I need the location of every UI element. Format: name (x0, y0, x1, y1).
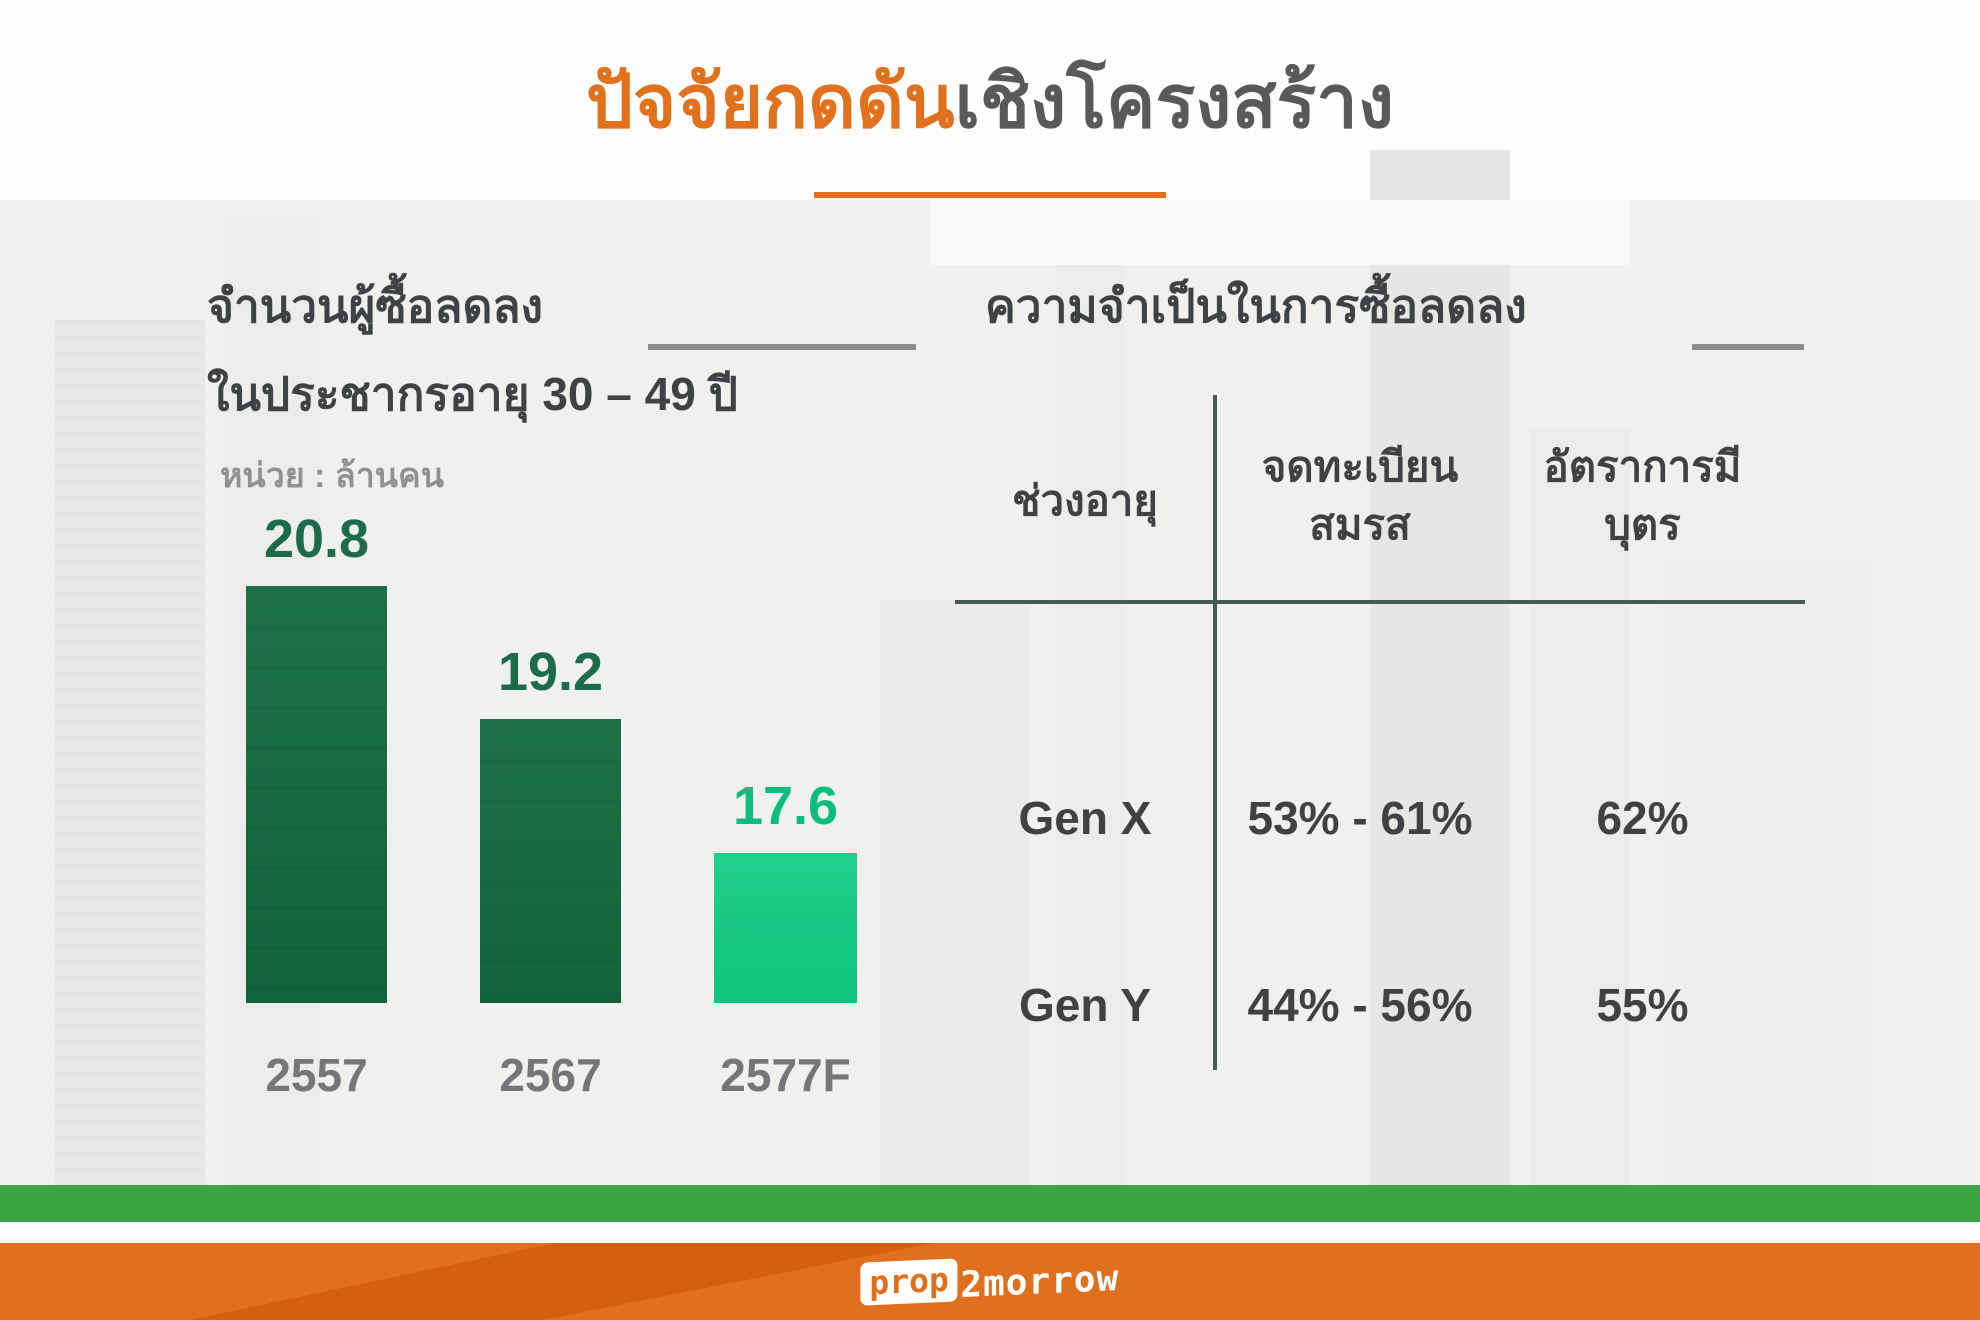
left-chart-title-line2: ในประชากรอายุ 30 – 49 ปี (207, 368, 738, 420)
right-table-title: ความจำเป็นในการซื้อลดลง (985, 280, 1527, 332)
building-decor (1530, 430, 1630, 1185)
left-chart-title: จำนวนผู้ซื้อลดลง ในประชากรอายุ 30 – 49 ป… (207, 262, 738, 438)
logo-prop-badge: prop (860, 1257, 958, 1306)
page-title: ปัจจัยกดดันเชิงโครงสร้าง (0, 42, 1980, 160)
table-cell-genx: Gen X (1018, 792, 1152, 844)
table-header-marriage-line2: สมรส (1309, 501, 1411, 548)
table-header-marriage-line1: จดทะเบียน (1261, 443, 1459, 490)
table-header-age: ช่วงอายุ (1011, 477, 1158, 524)
bar-column-2567: 19.2 (480, 403, 621, 1003)
bar-2567 (480, 719, 621, 1003)
logo-2morrow-text: 2morrow (960, 1257, 1120, 1306)
building-decor (1055, 225, 1125, 1185)
left-chart-title-line1: จำนวนผู้ซื้อลดลง (207, 280, 544, 332)
table-cell-genx-birth: 62% (1596, 792, 1689, 844)
x-axis-label: 2567 (499, 1049, 602, 1101)
x-axis-label: 2557 (265, 1049, 368, 1101)
footer-bar: prop 2morrow (0, 1243, 1980, 1320)
x-axis-label: 2577F (720, 1049, 851, 1101)
right-title-rule (1692, 344, 1804, 350)
table-header-birthrate-line1: อัตราการมี (1543, 443, 1742, 490)
table-header-marriage: จดทะเบียน สมรส (1225, 438, 1495, 554)
title-underline (814, 192, 1166, 198)
table-cell-geny: Gen Y (1018, 979, 1152, 1031)
page-title-highlight: ปัจจัยกดดัน (586, 60, 955, 143)
prop2morrow-logo: prop 2morrow (860, 1257, 1120, 1306)
bar-2557 (246, 586, 387, 1003)
footer-green-stripe (0, 1185, 1980, 1222)
building-decor (1370, 150, 1510, 1185)
building-decor (880, 600, 1030, 1185)
table-header-birthrate: อัตราการมี บุตร (1505, 438, 1780, 554)
unit-label: หน่วย : ล้านคน (220, 457, 445, 495)
bar-column-2557: 20.8 (246, 403, 387, 1003)
bar-value-label: 19.2 (497, 642, 604, 702)
table-cell-genx-marriage: 53% - 61% (1247, 792, 1473, 844)
table-horizontal-divider (955, 600, 1805, 604)
building-decor (1660, 560, 1870, 1185)
page-title-rest: เชิงโครงสร้าง (954, 60, 1394, 143)
bar-value-label: 17.6 (732, 776, 839, 836)
bar-2577F (714, 853, 857, 1003)
background-highlight (930, 200, 1630, 265)
table-cell-geny-birth: 55% (1596, 979, 1689, 1031)
bar-column-2577F: 17.6 (714, 403, 857, 1003)
building-decor (55, 320, 205, 1185)
table-vertical-divider (1213, 395, 1217, 1070)
table-header-birthrate-line2: บุตร (1604, 501, 1681, 548)
table-cell-geny-marriage: 44% - 56% (1247, 979, 1473, 1031)
left-title-rule (648, 344, 916, 350)
bar-value-label: 20.8 (263, 509, 370, 569)
